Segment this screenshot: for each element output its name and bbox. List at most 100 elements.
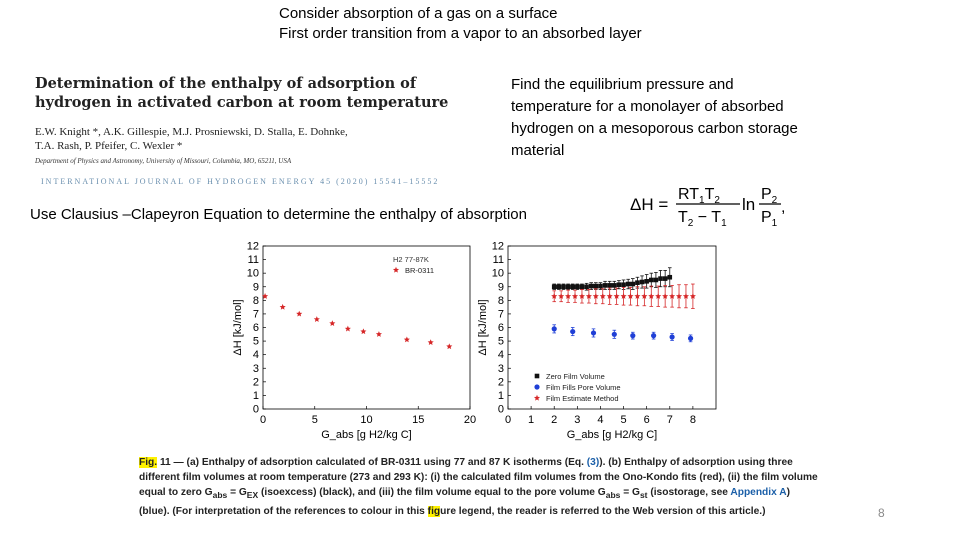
data-point (648, 293, 655, 299)
paper-authors-line-2: T.A. Rash, P. Pfeifer, C. Wexler * (35, 140, 183, 152)
slide-heading: Consider absorption of a gas on a surfac… (279, 4, 642, 44)
data-point (655, 293, 662, 299)
paper-affiliation: Department of Physics and Astronomy, Uni… (35, 157, 292, 165)
y-tick-label: 1 (253, 390, 259, 402)
data-point (375, 331, 382, 337)
x-tick-label: 2 (551, 414, 557, 426)
data-point (658, 276, 663, 281)
legend-label: Film Fills Pore Volume (546, 383, 621, 392)
data-point (590, 330, 597, 336)
equation-p2: P2 (761, 186, 778, 206)
data-point (682, 293, 689, 299)
data-point (585, 293, 592, 299)
data-point (630, 333, 636, 339)
heading-line-1: Consider absorption of a gas on a surfac… (279, 5, 558, 22)
y-tick-label: 7 (498, 308, 504, 320)
caption-eq-link[interactable]: (3) (586, 457, 600, 468)
y-tick-label: 3 (253, 363, 259, 375)
legend-marker (533, 394, 541, 401)
data-point (579, 284, 585, 290)
data-point (607, 283, 612, 288)
data-point (598, 283, 603, 289)
data-point (687, 335, 694, 341)
data-point (570, 284, 576, 290)
data-point (630, 281, 636, 287)
data-point (329, 320, 336, 327)
data-point (616, 282, 622, 288)
figure-caption: Fig. 11 — (a) Enthalpy of adsorption cal… (139, 457, 818, 517)
data-point (621, 282, 626, 288)
data-point (262, 293, 269, 299)
plot-frame (262, 245, 471, 410)
y-tick-label: 5 (253, 336, 259, 348)
data-point (662, 293, 669, 299)
y-axis-label: ΔH [kJ/mol] (232, 299, 244, 355)
y-axis-label: ΔH [kJ/mol] (477, 299, 489, 355)
data-point (593, 283, 599, 289)
data-point (689, 293, 696, 299)
legend-marker (534, 373, 540, 379)
x-tick-label: 8 (690, 414, 696, 426)
x-tick-label: 15 (412, 414, 424, 426)
y-tick-label: 2 (498, 376, 504, 388)
y-tick-label: 4 (498, 349, 504, 361)
data-point (578, 293, 585, 299)
data-point (592, 293, 599, 299)
x-tick-label: 7 (667, 414, 673, 426)
y-tick-label: 0 (253, 404, 259, 416)
y-tick-label: 3 (498, 363, 504, 375)
x-tick-label: 20 (464, 414, 476, 426)
x-tick-label: 0 (505, 414, 511, 426)
x-tick-label: 5 (312, 414, 318, 426)
y-tick-label: 5 (498, 336, 504, 348)
x-tick-label: 1 (528, 414, 534, 426)
x-tick-label: 5 (620, 414, 626, 426)
data-point (551, 284, 557, 290)
data-point (561, 284, 566, 290)
data-point (565, 284, 571, 290)
data-point (639, 279, 645, 285)
y-tick-label: 6 (498, 322, 504, 334)
data-point (627, 293, 634, 299)
y-tick-label: 9 (253, 281, 259, 293)
paper-title-line-1: Determination of the enthalpy of adsorpt… (35, 75, 417, 92)
y-tick-label: 0 (498, 404, 504, 416)
legend-title: H2 77-87K (393, 255, 429, 264)
data-point (296, 310, 303, 317)
data-point (446, 343, 453, 350)
legend-label: Zero Film Volume (546, 372, 605, 381)
equation-comma: , (781, 199, 785, 216)
y-tick-label: 12 (492, 241, 504, 253)
heading-line-2: First order transition from a vapor to a… (279, 25, 642, 42)
data-point (675, 293, 683, 299)
paper-title-line-2: hydrogen in activated carbon at room tem… (35, 94, 449, 111)
y-tick-label: 9 (498, 281, 504, 293)
data-point (634, 293, 641, 299)
y-tick-label: 11 (248, 254, 259, 266)
data-point (611, 331, 617, 337)
data-point (551, 326, 557, 332)
data-point (403, 336, 410, 343)
y-tick-label: 1 (498, 390, 504, 402)
caption-appendix-link[interactable]: Appendix A (730, 487, 787, 499)
x-tick-label: 10 (360, 414, 372, 426)
data-point (669, 334, 675, 340)
data-point (648, 277, 654, 283)
equation-ln: ln (742, 195, 755, 214)
data-point (644, 279, 649, 284)
data-point (653, 277, 659, 283)
data-point (556, 284, 562, 290)
y-tick-label: 12 (247, 241, 259, 253)
equation-p1: P1 (761, 209, 778, 228)
caption-fig-label: Fig. (139, 457, 158, 468)
data-point (651, 333, 657, 339)
y-tick-label: 10 (247, 268, 259, 280)
data-point (620, 293, 627, 299)
y-tick-label: 11 (493, 254, 504, 266)
data-point (575, 284, 580, 290)
data-point (558, 293, 565, 299)
data-point (625, 281, 631, 287)
clausius-text: Use Clausius –Clapeyron Equation to dete… (30, 206, 527, 223)
